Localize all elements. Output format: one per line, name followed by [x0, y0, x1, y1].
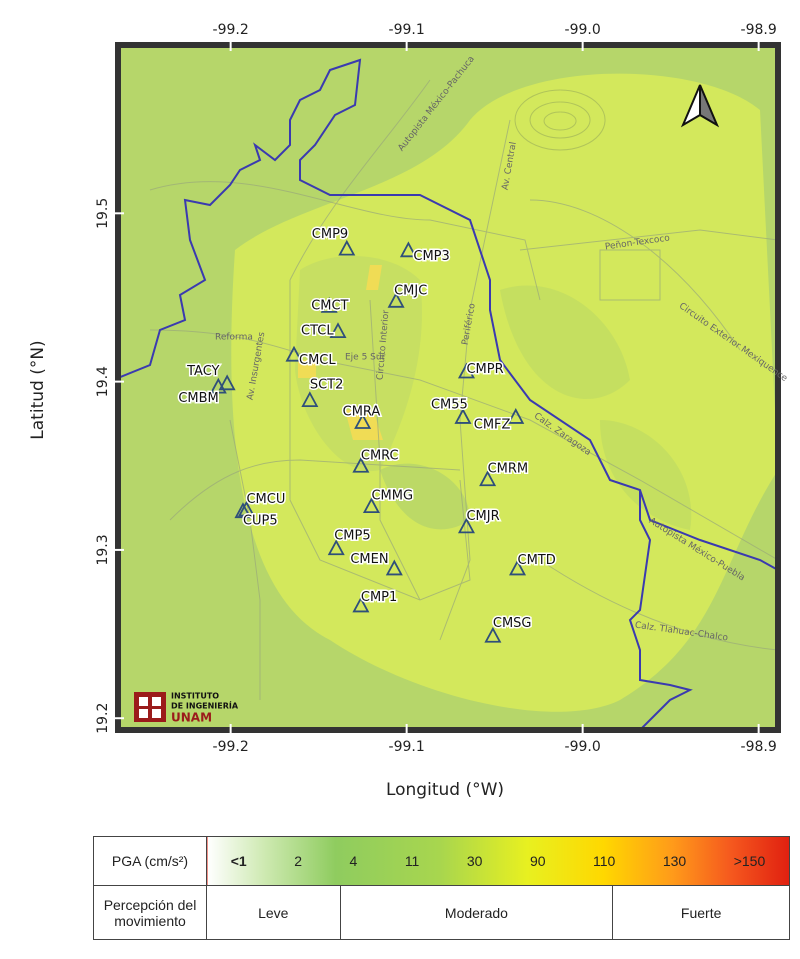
station-label: CMJC [394, 283, 427, 298]
perception: Fuerte [612, 885, 790, 940]
station-label: CMPR [466, 362, 503, 377]
y-tick-label: 19.4 [95, 366, 111, 397]
station-label: CMCU [246, 492, 285, 507]
station-label: CMRC [361, 448, 399, 463]
station-label: CMTD [518, 553, 556, 568]
station-label: CMSG [493, 616, 532, 631]
station-label: SCT2 [310, 378, 344, 393]
station-label: CMMG [371, 489, 413, 504]
x-axis-label: Longitud (°W) [386, 780, 504, 800]
station-label: TACY [186, 364, 219, 379]
station-label: CMP5 [334, 529, 370, 544]
x-tick-label: -99.1 [389, 22, 425, 38]
station-marker [457, 362, 475, 379]
station-marker [237, 500, 255, 517]
logo-text: DE INGENIERÍA [171, 700, 239, 711]
station-label: CMRA [343, 405, 381, 420]
station-label: CMBM [178, 391, 218, 406]
road-label: Reforma [215, 333, 253, 343]
perception: Moderado [339, 885, 614, 940]
station-label: CUP5 [243, 514, 278, 529]
x-tick-label: -99.2 [213, 739, 249, 755]
pga-value: <1 [230, 853, 247, 869]
station-label: CMFZ [474, 417, 511, 432]
pga-value: 110 [593, 853, 616, 869]
legend-table: PGA (cm/s²) <1 2 4 11 30 90 110 130 >150 Percepc… [93, 836, 790, 940]
station-marker [387, 291, 405, 308]
station-label: CMEN [350, 552, 388, 567]
pga-value: 4 [349, 853, 358, 869]
logo-text: INSTITUTO [171, 692, 219, 701]
pga-value: 2 [294, 853, 303, 869]
logo-text: UNAM [171, 711, 212, 725]
station-marker [338, 239, 356, 256]
station-marker [301, 391, 319, 408]
x-tick-label: -99.1 [389, 739, 425, 755]
station-marker [218, 374, 236, 391]
station-label: CMCL [299, 353, 336, 368]
station-marker [352, 456, 370, 473]
station-marker [362, 497, 380, 514]
station-label: CM55 [431, 397, 468, 412]
map: INSTITUTO DE INGENIERÍA UNAM Longitud (°… [28, 22, 789, 800]
x-tick-label: -99.0 [565, 22, 601, 38]
station-label: CMJR [466, 509, 499, 524]
color-scale: <1 2 4 11 30 90 110 130 >150 [206, 836, 790, 886]
station-marker [234, 502, 252, 519]
logo: INSTITUTO DE INGENIERÍA UNAM [134, 692, 239, 725]
pga-value: 130 [662, 853, 687, 869]
perception: Leve [206, 885, 341, 940]
station-marker [354, 413, 372, 429]
station-label: CMP9 [312, 227, 348, 242]
north-arrow [680, 84, 720, 128]
station-marker [209, 377, 227, 394]
x-tick-label: -98.9 [741, 22, 777, 38]
legend-header: PGA (cm/s²) [93, 836, 207, 886]
y-tick-label: 19.3 [95, 534, 111, 565]
x-tick-label: -99.0 [565, 739, 601, 755]
x-tick-label: -99.2 [213, 22, 249, 38]
y-axis-label: Latitud (°N) [28, 340, 48, 439]
station-label: CMP1 [361, 590, 397, 605]
pga-value: 30 [466, 853, 483, 869]
legend-header: Percepción del movimiento [93, 885, 207, 940]
x-tick-label: -98.9 [741, 739, 777, 755]
station-marker [454, 408, 472, 424]
station-label: CMP3 [413, 249, 449, 264]
station-marker [484, 626, 502, 643]
frame [115, 42, 781, 733]
station-label: CTCL [301, 324, 334, 339]
station-marker [399, 241, 417, 258]
station-label: CMCT [311, 298, 348, 313]
basemap [118, 45, 778, 730]
station-marker [327, 539, 345, 556]
station-marker [507, 408, 525, 424]
station-marker [509, 559, 527, 576]
station-label: CMRM [488, 462, 529, 477]
station-marker [385, 559, 403, 576]
pga-value: 90 [529, 853, 546, 869]
y-tick-label: 19.5 [95, 198, 111, 229]
station-marker [329, 322, 347, 339]
pga-value: 11 [404, 853, 420, 869]
station-marker [320, 296, 338, 313]
station-marker [352, 596, 370, 613]
road-label: Eje 5 Sur [345, 353, 386, 363]
station-marker [479, 470, 497, 487]
station-marker [457, 517, 475, 534]
station-marker [285, 345, 303, 362]
pga-value: >150 [733, 853, 766, 869]
y-tick-label: 19.2 [95, 703, 111, 734]
